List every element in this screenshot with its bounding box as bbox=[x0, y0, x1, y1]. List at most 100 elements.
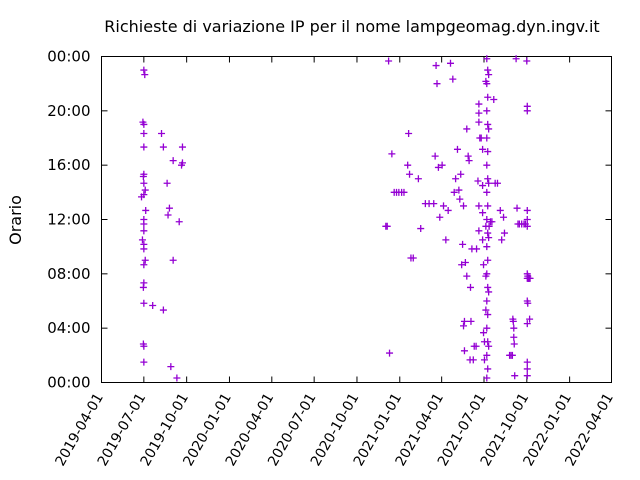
x-ticks: 2019-04-012019-07-012019-10-012020-01-01… bbox=[52, 56, 617, 469]
data-point bbox=[140, 66, 148, 74]
data-point bbox=[460, 202, 468, 210]
data-point bbox=[453, 145, 461, 153]
data-point bbox=[141, 71, 149, 79]
y-tick-label: 16:00 bbox=[47, 156, 90, 174]
data-point bbox=[485, 125, 493, 133]
data-point bbox=[485, 179, 493, 187]
data-point bbox=[483, 351, 491, 359]
data-point bbox=[485, 222, 493, 230]
data-point bbox=[452, 175, 460, 183]
data-point bbox=[479, 236, 487, 244]
data-point bbox=[169, 157, 177, 165]
data-point bbox=[457, 170, 465, 178]
data-point bbox=[469, 356, 477, 364]
data-point bbox=[434, 163, 442, 171]
data-point bbox=[459, 240, 467, 248]
data-point bbox=[498, 236, 506, 244]
data-point bbox=[484, 283, 492, 291]
data-point bbox=[484, 338, 492, 346]
data-point bbox=[433, 80, 441, 88]
data-point bbox=[480, 356, 488, 364]
data-point bbox=[483, 134, 491, 142]
data-point bbox=[496, 206, 504, 214]
data-point bbox=[524, 299, 532, 307]
data-point bbox=[456, 195, 464, 203]
data-point bbox=[436, 213, 444, 221]
data-points bbox=[138, 55, 534, 382]
data-point bbox=[159, 143, 167, 151]
data-point bbox=[444, 206, 452, 214]
data-point bbox=[475, 109, 483, 117]
data-point bbox=[165, 204, 173, 212]
data-point bbox=[472, 342, 480, 350]
data-point bbox=[484, 66, 492, 74]
data-point bbox=[475, 202, 483, 210]
data-point bbox=[484, 256, 492, 264]
data-point bbox=[500, 229, 508, 237]
data-point bbox=[483, 270, 491, 278]
y-tick-label: 20:00 bbox=[47, 102, 90, 120]
data-point bbox=[483, 297, 491, 305]
data-point bbox=[417, 225, 425, 233]
data-point bbox=[473, 245, 481, 253]
data-point bbox=[510, 324, 518, 332]
data-point bbox=[440, 202, 448, 210]
data-point bbox=[140, 170, 148, 178]
y-tick-label: 04:00 bbox=[47, 319, 90, 337]
data-point bbox=[500, 213, 508, 221]
data-point bbox=[526, 274, 534, 282]
data-point bbox=[409, 254, 417, 262]
data-point bbox=[511, 372, 519, 380]
data-point bbox=[523, 107, 531, 115]
data-point bbox=[510, 340, 518, 348]
data-point bbox=[158, 129, 166, 137]
data-point bbox=[483, 243, 491, 251]
data-point bbox=[467, 317, 475, 325]
data-point bbox=[140, 220, 148, 228]
data-point bbox=[523, 358, 531, 366]
data-point bbox=[140, 245, 148, 253]
data-point bbox=[446, 59, 454, 67]
data-point bbox=[512, 55, 520, 63]
data-point bbox=[485, 71, 493, 79]
data-point bbox=[140, 299, 148, 307]
y-tick-label: 00:00 bbox=[47, 48, 90, 66]
data-point bbox=[140, 191, 148, 199]
data-point bbox=[488, 218, 496, 226]
data-point bbox=[140, 120, 148, 128]
data-point bbox=[484, 365, 492, 373]
data-point bbox=[484, 229, 492, 237]
data-point bbox=[483, 324, 491, 332]
y-axis-label: Orario bbox=[6, 195, 25, 245]
data-point bbox=[483, 161, 491, 169]
data-point bbox=[484, 311, 492, 319]
y-tick-label: 12:00 bbox=[47, 211, 90, 229]
data-point bbox=[460, 347, 468, 355]
data-point bbox=[523, 222, 531, 230]
y-tick-label: 08:00 bbox=[47, 265, 90, 283]
data-point bbox=[523, 320, 531, 328]
data-point bbox=[406, 170, 414, 178]
data-point bbox=[142, 206, 150, 214]
data-point bbox=[483, 80, 491, 88]
data-point bbox=[163, 179, 171, 187]
data-point bbox=[442, 236, 450, 244]
data-point bbox=[484, 120, 492, 128]
data-point bbox=[467, 283, 475, 291]
data-point bbox=[485, 342, 493, 350]
data-point bbox=[138, 236, 146, 244]
data-point bbox=[508, 351, 516, 359]
data-point bbox=[484, 202, 492, 210]
data-point bbox=[383, 222, 391, 230]
data-point bbox=[463, 272, 471, 280]
data-point bbox=[140, 143, 148, 151]
data-point bbox=[140, 279, 148, 287]
data-point bbox=[149, 302, 157, 310]
data-point bbox=[483, 107, 491, 115]
data-point bbox=[460, 317, 468, 325]
data-point bbox=[480, 261, 488, 269]
data-point bbox=[479, 145, 487, 153]
data-point bbox=[513, 204, 521, 212]
data-point bbox=[164, 211, 172, 219]
